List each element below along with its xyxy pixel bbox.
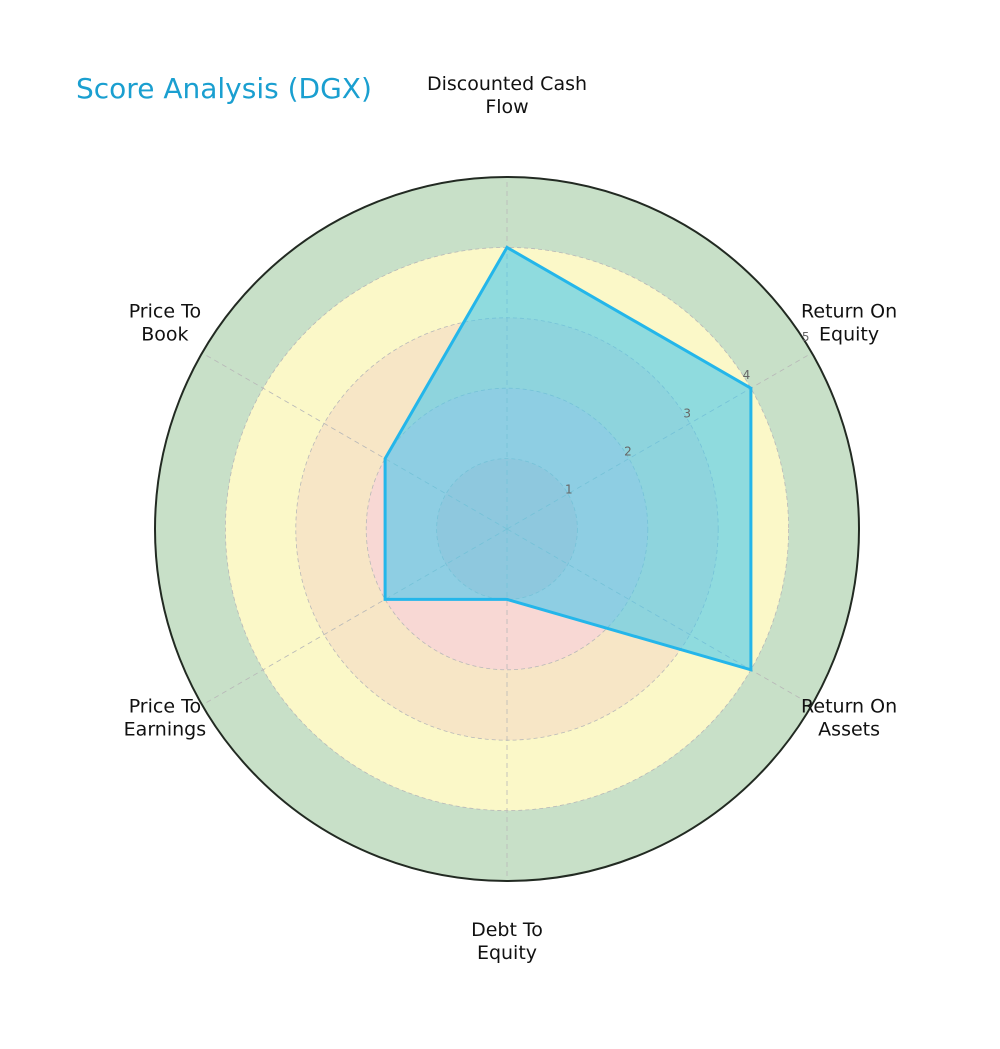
- axis-label: Return On Equity: [801, 301, 897, 346]
- axis-label-line: Price To: [129, 301, 201, 323]
- axis-label-line: Debt To: [471, 919, 543, 941]
- axis-label-line: Price To: [129, 696, 201, 718]
- radial-tick-label: 5: [802, 330, 810, 344]
- outer-ring: [154, 176, 860, 882]
- axis-label-line: Flow: [485, 96, 528, 118]
- axis-label-line: Return On: [801, 696, 897, 718]
- series-area: [383, 245, 753, 672]
- radial-tick-label: 4: [743, 368, 751, 382]
- axis-label: Price To Earnings: [124, 696, 206, 741]
- axis-label: Return On Assets: [801, 696, 897, 741]
- axis-label: Price To Book: [129, 301, 201, 346]
- axis-label-line: Equity: [477, 942, 537, 964]
- score-series: [383, 245, 753, 672]
- axis-label-line: Return On: [801, 301, 897, 323]
- axis-label: Discounted Cash Flow: [427, 73, 587, 118]
- chart-title: Score Analysis (DGX): [76, 72, 372, 105]
- radial-tick-label: 1: [565, 482, 573, 496]
- radial-tick-label: 3: [683, 406, 691, 420]
- axis-label-line: Discounted Cash: [427, 73, 587, 95]
- axis-label-line: Earnings: [124, 719, 206, 741]
- axis-label-line: Equity: [819, 324, 879, 346]
- radial-tick-labels: 1 2 3 4 5: [565, 330, 810, 496]
- axis-label-line: Assets: [818, 719, 880, 741]
- axis-label: Debt To Equity: [471, 919, 543, 964]
- axis-label-line: Book: [141, 324, 188, 346]
- radial-tick-label: 2: [624, 444, 632, 458]
